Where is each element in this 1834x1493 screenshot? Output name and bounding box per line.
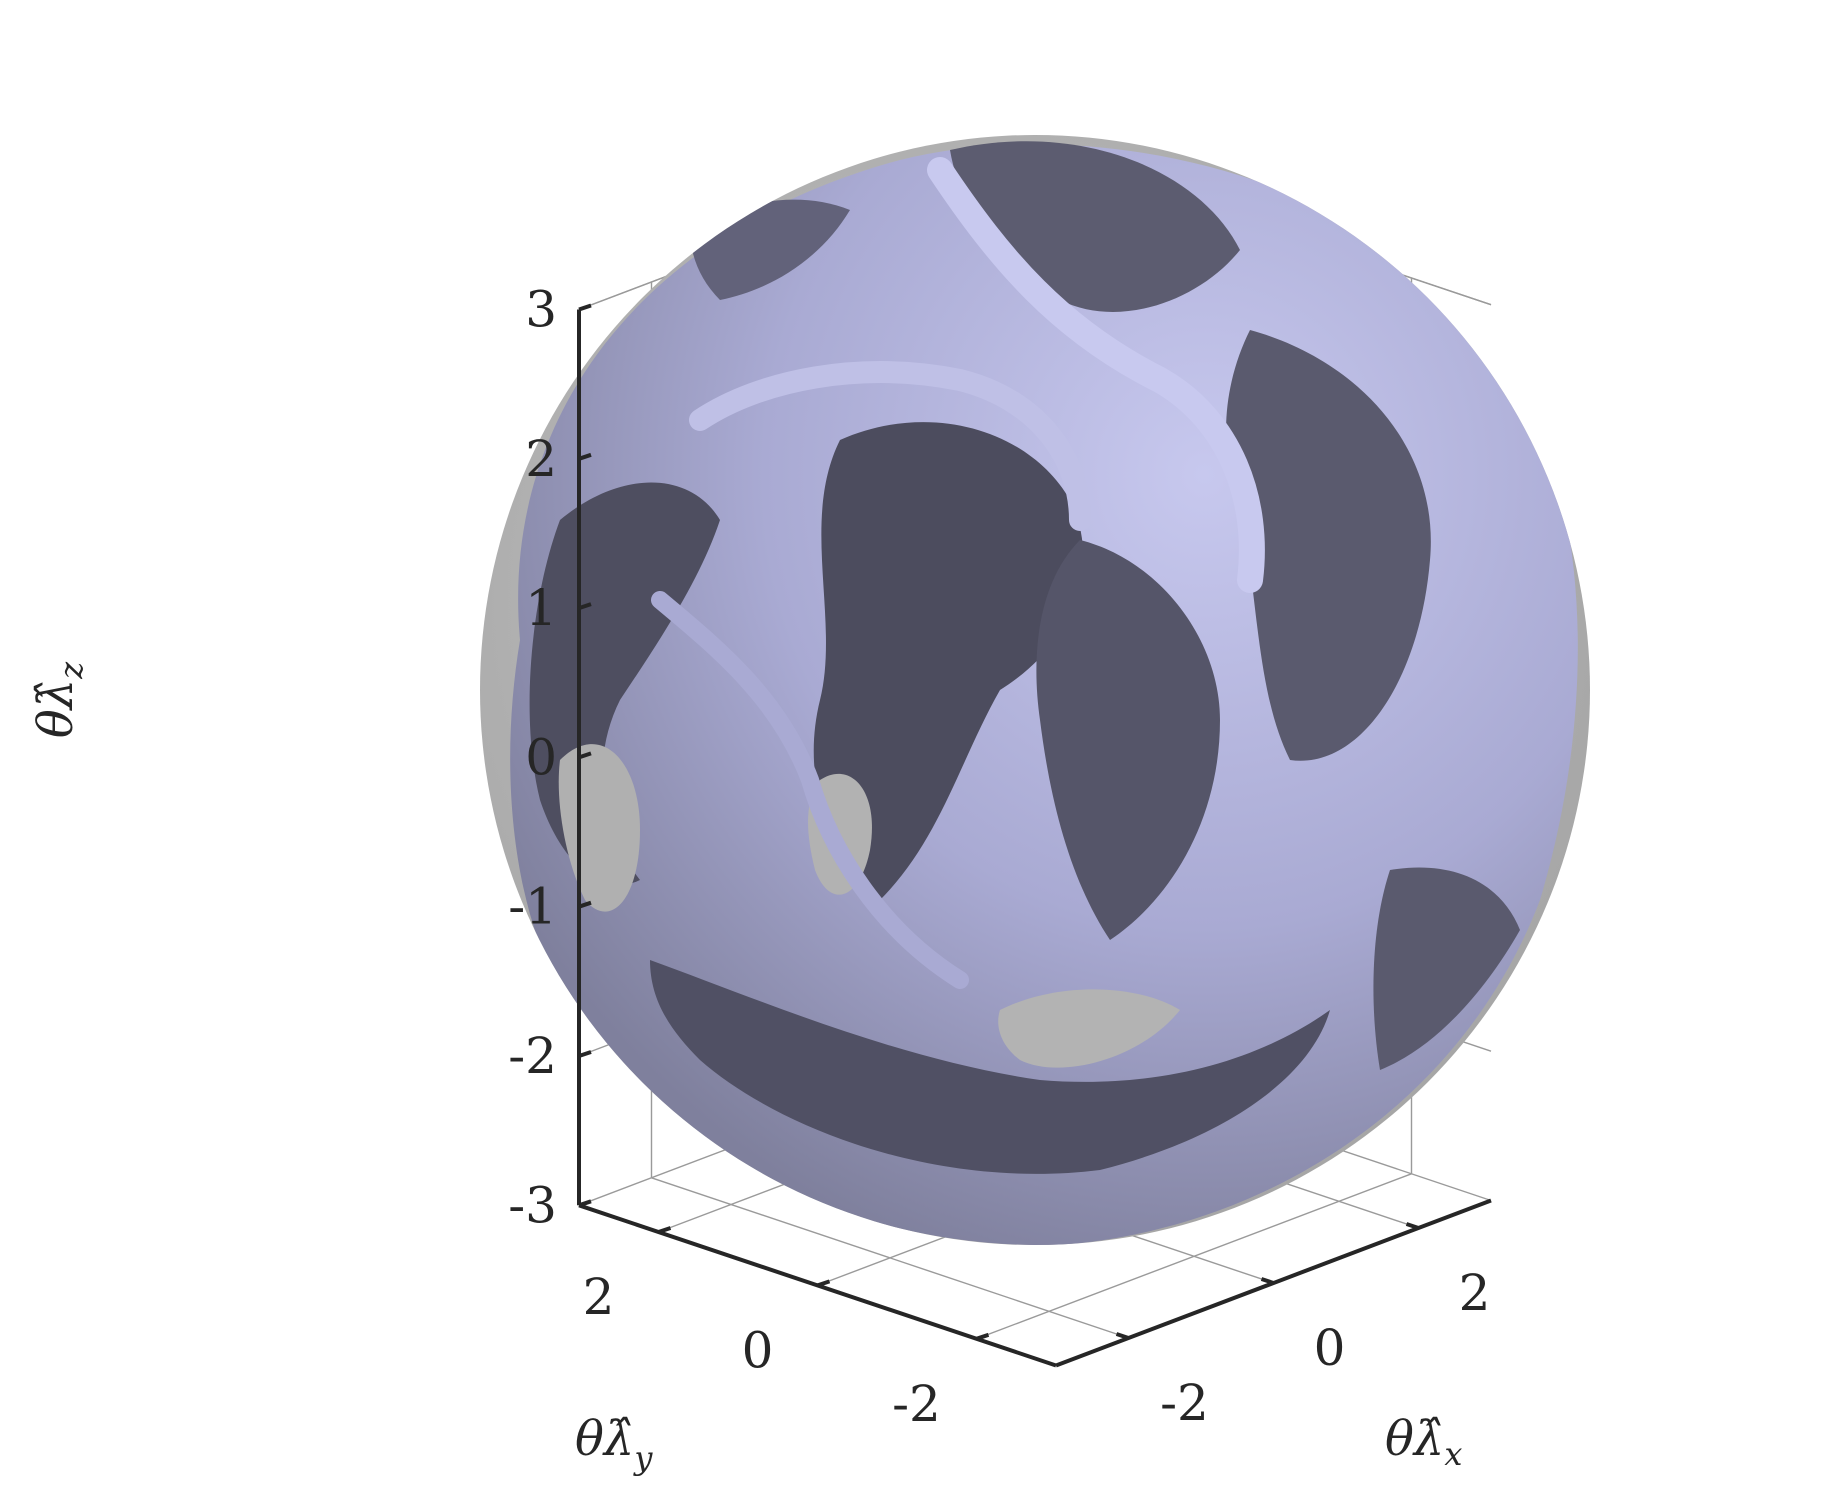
svg-text:θλ̂z: θλ̂z — [28, 661, 90, 738]
z-axis-tick — [578, 900, 592, 909]
axes: 3 2 1 0 -1 -2 -3 2 0 -2 -2 0 2 — [508, 281, 1492, 1433]
surface-ridge — [927, 157, 1265, 593]
z-axis-tick — [578, 751, 592, 760]
x-tick-label: -2 — [1160, 1374, 1209, 1432]
x-axis-tick — [1405, 1222, 1420, 1230]
y-axis-tick — [657, 1226, 672, 1234]
z-axis-label-sub: z — [52, 661, 90, 680]
x-axis-label-symbol: λ̂ — [1412, 1411, 1444, 1467]
y-axis-label-symbol: λ̂ — [602, 1411, 634, 1467]
z-axis-tick — [578, 452, 592, 461]
svg-text:θλ̂y: θλ̂y — [575, 1411, 653, 1477]
surface-ridge — [651, 591, 969, 989]
z-tick-label: -1 — [508, 878, 557, 936]
z-axis-label: θλ̂z — [28, 661, 90, 738]
x-tick-label: 2 — [1459, 1264, 1491, 1322]
isosurface-cavity — [1373, 867, 1520, 1070]
isosurface-cavity — [813, 422, 1084, 900]
z-axis-label-symbol: λ̂ — [28, 679, 84, 711]
x-axis-label-sub: x — [1444, 1435, 1462, 1473]
surface-ridge — [689, 361, 1091, 531]
z-tick-label: -3 — [508, 1176, 557, 1234]
y-tick-label: 0 — [742, 1321, 774, 1379]
y-axis-tick — [975, 1332, 990, 1341]
y-tick-label: 2 — [583, 1268, 615, 1326]
y-axis-label: θλ̂y — [575, 1411, 653, 1477]
z-tick-label: -2 — [508, 1027, 557, 1085]
z-tick-label: 1 — [525, 579, 557, 637]
surface-hole — [998, 989, 1180, 1068]
z-tick-label: 2 — [525, 430, 557, 488]
z-axis-tick — [578, 1199, 592, 1208]
isosurface-cavity — [1226, 330, 1431, 761]
y-axis-label-sub: y — [632, 1439, 653, 1477]
isosurface-cavity — [1036, 540, 1220, 940]
z-axis-tick — [578, 1050, 592, 1058]
z-tick-label: 3 — [525, 281, 557, 339]
x-axis-tick — [1115, 1332, 1130, 1340]
y-axis-label-greek: θ — [575, 1411, 604, 1467]
y-tick-label: -2 — [892, 1375, 941, 1433]
x-tick-label: 0 — [1314, 1319, 1346, 1377]
y-axis-tick — [816, 1279, 831, 1288]
z-axis-label-greek: θ — [28, 709, 84, 738]
z-axis-tick — [578, 602, 592, 610]
x-axis-tick — [1260, 1277, 1275, 1285]
z-tick-label: 0 — [525, 728, 557, 786]
ball-and-surface — [480, 135, 1590, 1245]
x-axis-label-greek: θ — [1385, 1411, 1414, 1467]
isosurface-cavity — [650, 960, 1330, 1174]
x-axis-label: θλ̂x — [1385, 1411, 1462, 1473]
grid-line-y — [976, 1173, 1412, 1340]
z-axis-tick — [578, 303, 592, 312]
svg-text:θλ̂x: θλ̂x — [1385, 1411, 1462, 1473]
